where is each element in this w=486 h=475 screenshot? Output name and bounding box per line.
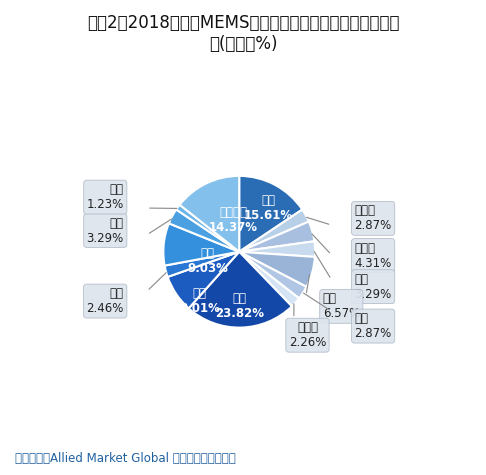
Text: 中国
23.82%: 中国 23.82% <box>215 293 264 320</box>
Text: 其他地区
14.37%: 其他地区 14.37% <box>208 206 258 234</box>
Wedge shape <box>239 252 299 306</box>
Text: 加拿大
2.87%: 加拿大 2.87% <box>354 204 392 232</box>
Text: 美国
15.61%: 美国 15.61% <box>243 194 293 222</box>
Text: 法国
2.87%: 法国 2.87% <box>354 312 392 340</box>
Text: 图表2：2018年全球MEMS传感器行业销售收入按国别分布情
况(单位：%): 图表2：2018年全球MEMS传感器行业销售收入按国别分布情 况(单位：%) <box>87 14 399 53</box>
Text: 资料来源：Allied Market Global 前瞻产业研究院整理: 资料来源：Allied Market Global 前瞻产业研究院整理 <box>15 453 235 465</box>
Text: 日本
8.01%: 日本 8.01% <box>179 287 220 315</box>
Wedge shape <box>239 252 307 298</box>
Text: 非洲
1.23%: 非洲 1.23% <box>87 183 124 211</box>
Text: 墨西哥
4.31%: 墨西哥 4.31% <box>354 242 392 269</box>
Text: 意大利
2.26%: 意大利 2.26% <box>289 321 326 349</box>
Wedge shape <box>168 252 239 308</box>
Text: 德国
6.57%: 德国 6.57% <box>323 293 360 320</box>
Text: 英国
3.29%: 英国 3.29% <box>354 273 392 301</box>
Wedge shape <box>176 205 239 252</box>
Wedge shape <box>239 221 314 252</box>
Wedge shape <box>239 176 302 252</box>
Text: 韩国
9.03%: 韩国 9.03% <box>187 247 228 275</box>
Wedge shape <box>165 252 239 277</box>
Text: 中东
3.29%: 中东 3.29% <box>87 217 124 245</box>
Text: 印度
2.46%: 印度 2.46% <box>87 287 124 315</box>
Wedge shape <box>169 209 239 252</box>
Wedge shape <box>189 252 292 328</box>
Wedge shape <box>180 176 239 252</box>
Wedge shape <box>239 252 315 287</box>
Wedge shape <box>163 223 239 266</box>
Wedge shape <box>239 209 309 252</box>
Wedge shape <box>239 241 315 257</box>
